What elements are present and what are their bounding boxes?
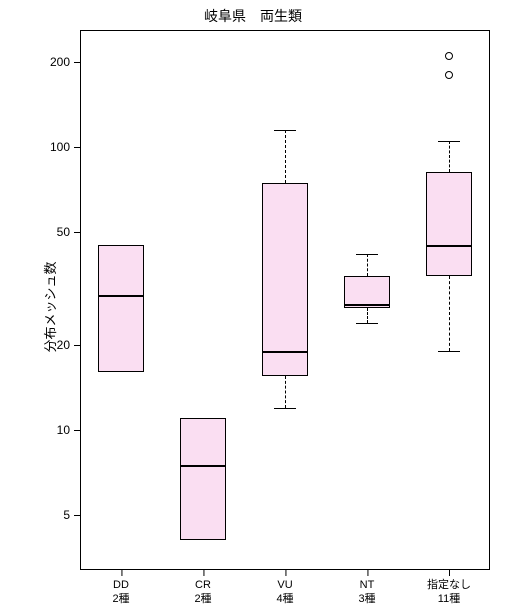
boxplot-chart: 岐阜県 両生類 分布メッシュ数 5102050100200DD2種CR2種VU4… — [0, 0, 506, 614]
whisker-lower — [449, 276, 450, 351]
box — [344, 30, 389, 570]
x-tick-line1: NT — [360, 579, 375, 591]
y-tick: 5 — [63, 508, 80, 522]
x-tick: DD 2種 — [112, 570, 129, 607]
x-tick-line2: 4種 — [276, 593, 293, 605]
median-line — [262, 351, 307, 353]
median-line — [426, 245, 471, 247]
outlier-point — [445, 71, 453, 79]
whisker-cap-lower — [274, 408, 297, 409]
whisker-cap-upper — [438, 141, 461, 142]
y-tick: 10 — [57, 423, 80, 437]
median-line — [344, 304, 389, 306]
chart-title: 岐阜県 両生類 — [0, 6, 506, 26]
whisker-cap-lower — [438, 351, 461, 352]
y-tick: 20 — [57, 338, 80, 352]
x-tick-line1: VU — [277, 579, 292, 591]
x-tick: 指定なし 11種 — [427, 570, 471, 607]
x-tick-line2: 2種 — [112, 593, 129, 605]
x-tick-line1: DD — [113, 579, 129, 591]
y-tick: 100 — [50, 140, 80, 154]
whisker-lower — [285, 376, 286, 407]
median-line — [98, 295, 143, 297]
whisker-upper — [367, 254, 368, 276]
whisker-upper — [285, 130, 286, 182]
x-tick: VU 4種 — [276, 570, 293, 607]
plot-area: 5102050100200DD2種CR2種VU4種NT3種指定なし11種 — [80, 30, 490, 570]
box — [98, 30, 143, 570]
x-tick-line2: 3種 — [358, 593, 375, 605]
box-rect — [426, 172, 471, 277]
box — [180, 30, 225, 570]
whisker-cap-lower — [356, 323, 379, 324]
box-rect — [262, 183, 307, 377]
whisker-cap-upper — [274, 130, 297, 131]
box — [262, 30, 307, 570]
x-tick-line2: 11種 — [438, 593, 460, 605]
whisker-cap-upper — [356, 254, 379, 255]
x-tick-line1: CR — [195, 579, 211, 591]
whisker-upper — [449, 141, 450, 171]
x-tick-line2: 2種 — [194, 593, 211, 605]
box-rect — [98, 245, 143, 372]
box-rect — [180, 418, 225, 539]
y-tick: 50 — [57, 225, 80, 239]
y-tick: 200 — [50, 55, 80, 69]
x-tick: CR 2種 — [194, 570, 211, 607]
outlier-point — [445, 52, 453, 60]
whisker-lower — [367, 308, 368, 322]
x-tick-line1: 指定なし — [427, 579, 471, 591]
median-line — [180, 465, 225, 467]
x-tick: NT 3種 — [358, 570, 375, 607]
box — [426, 30, 471, 570]
